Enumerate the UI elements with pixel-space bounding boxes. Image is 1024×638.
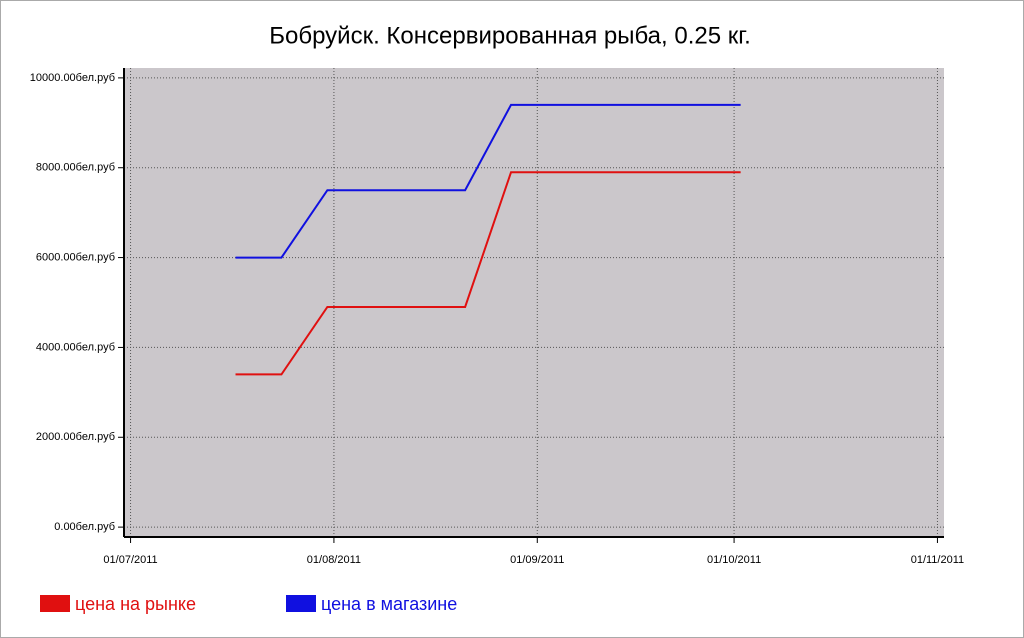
series-line	[235, 103, 741, 259]
legend-label: цена в магазине	[321, 594, 457, 614]
series-line	[235, 171, 741, 376]
y-tick-label: 8000.00бел.руб	[36, 162, 115, 174]
x-tick-label: 01/07/2011	[103, 554, 157, 566]
legend-swatch	[40, 595, 70, 612]
y-tick-label: 2000.00бел.руб	[36, 431, 115, 443]
plot-area	[124, 68, 944, 537]
x-tick-label: 01/08/2011	[307, 554, 361, 566]
x-tick-label: 01/10/2011	[707, 554, 761, 566]
x-tick-label: 01/11/2011	[911, 554, 964, 566]
chart-title: Бобруйск. Консервированная рыба, 0.25 кг…	[269, 22, 751, 49]
y-tick-label: 0.00бел.руб	[54, 521, 115, 533]
legend-swatch	[286, 595, 316, 612]
legend-label: цена на рынке	[75, 594, 196, 614]
x-tick-label: 01/09/2011	[510, 554, 564, 566]
y-tick-label: 6000.00бел.руб	[36, 251, 115, 263]
y-tick-label: 4000.00бел.руб	[36, 341, 115, 353]
y-tick-label: 10000.00бел.руб	[30, 72, 115, 84]
